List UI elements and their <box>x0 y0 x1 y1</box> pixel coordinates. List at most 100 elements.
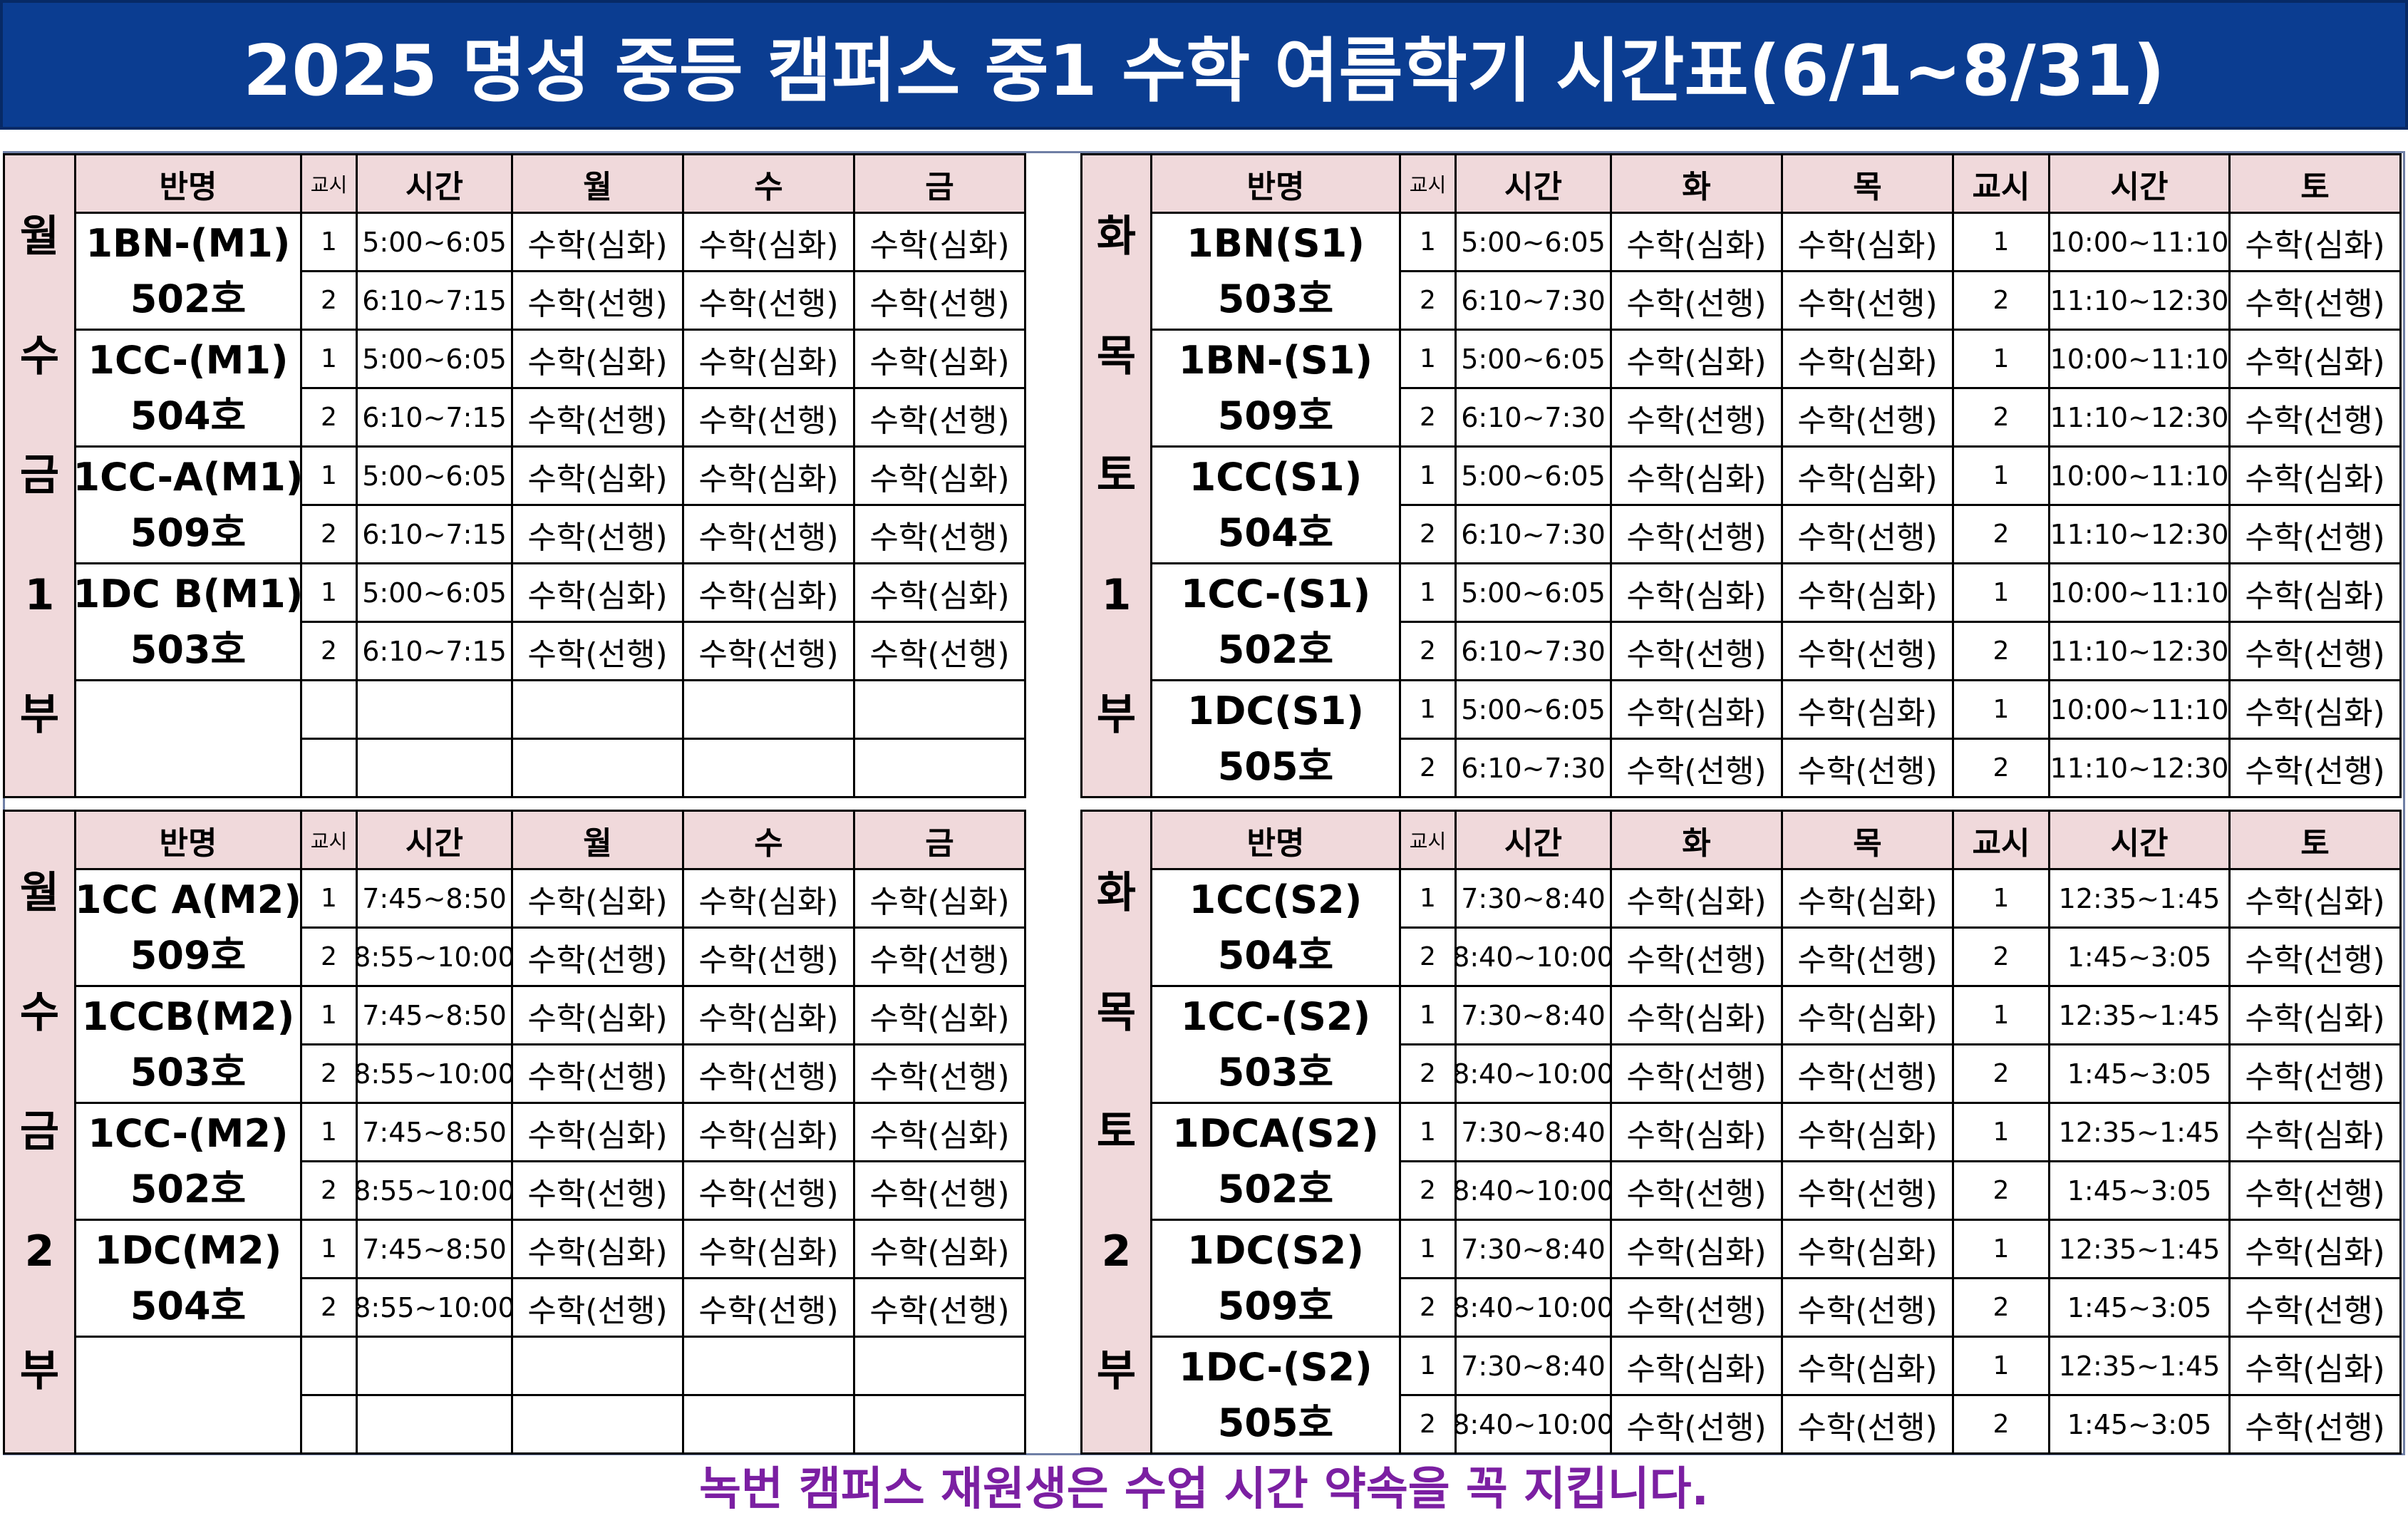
subject-cell: 수학(심화) <box>1783 1338 1954 1396</box>
subject-cell: 수학(선행) <box>513 1045 684 1104</box>
class-cell: 1DC(S1) 505호 <box>1152 681 1401 798</box>
period-number: 1 <box>302 564 358 623</box>
column-header: 금 <box>855 812 1026 870</box>
class-name: 1CC(S2) <box>1189 877 1363 922</box>
subject-cell: 수학(심화) <box>684 331 855 389</box>
column-header: 화 <box>1612 812 1783 870</box>
period-number: 2 <box>1401 506 1457 564</box>
class-room: 509호 <box>1217 393 1334 438</box>
subject-cell: 수학(선행) <box>1612 389 1783 448</box>
session-label-char: 2 <box>24 1227 55 1277</box>
class-cell: 1CC-A(M1) 509호 <box>76 448 302 564</box>
subject-cell: 수학(선행) <box>684 929 855 987</box>
time-slot: 10:00~11:10 <box>2050 214 2231 272</box>
session-label-char: 토 <box>1096 1107 1137 1157</box>
subject-cell: 수학(심화) <box>2231 1338 2402 1396</box>
time-slot: 8:55~10:00 <box>358 929 513 987</box>
time-slot: 6:10~7:15 <box>358 623 513 681</box>
subject-cell: 수학(심화) <box>1783 1104 1954 1162</box>
period-number: 1 <box>1954 448 2050 506</box>
subject-cell: 수학(선행) <box>2231 1396 2402 1455</box>
column-header: 시간 <box>1457 155 1612 214</box>
time-slot: 6:10~7:15 <box>358 389 513 448</box>
class-cell: 1CC-(S1) 502호 <box>1152 564 1401 681</box>
empty-class-cell <box>76 681 302 798</box>
empty-cell <box>855 1338 1026 1396</box>
column-header: 교시 <box>1954 812 2050 870</box>
class-room: 502호 <box>130 1166 247 1212</box>
class-room: 502호 <box>130 276 247 321</box>
time-slot: 6:10~7:30 <box>1457 623 1612 681</box>
subject-cell: 수학(심화) <box>513 987 684 1045</box>
empty-cell <box>855 681 1026 740</box>
subject-cell: 수학(선행) <box>855 1162 1026 1221</box>
time-slot: 5:00~6:05 <box>1457 214 1612 272</box>
column-header: 시간 <box>358 155 513 214</box>
column-header: 금 <box>855 155 1026 214</box>
timetable-panel: 화 목 토 2 부 반명 교시 시간 화 목 교시 시간 토 1CC(S2) 504호 1 7:30~8:40 수… <box>1080 810 2402 1455</box>
subject-cell: 수학(선행) <box>1783 506 1954 564</box>
column-header: 반명 <box>76 155 302 214</box>
period-number: 2 <box>302 506 358 564</box>
timetable-panel: 월 수 금 1 부 반명 교시 시간 월 수 금 1BN-(M1) 502호 1 5:00~6:05 수학(심… <box>3 153 1026 798</box>
empty-cell <box>513 740 684 798</box>
column-header: 월 <box>513 812 684 870</box>
subject-cell: 수학(심화) <box>684 1104 855 1162</box>
time-slot: 1:45~3:05 <box>2050 929 2231 987</box>
class-cell: 1CC-(S2) 503호 <box>1152 987 1401 1104</box>
class-cell: 1DCA(S2) 502호 <box>1152 1104 1401 1221</box>
period-number: 1 <box>302 1221 358 1279</box>
period-number: 2 <box>302 272 358 331</box>
period-number: 2 <box>1401 1162 1457 1221</box>
empty-cell <box>302 1396 358 1455</box>
session-label-char: 수 <box>19 987 60 1038</box>
class-name: 1DCA(S2) <box>1172 1110 1379 1156</box>
period-number: 2 <box>1401 272 1457 331</box>
period-number: 2 <box>1954 740 2050 798</box>
class-name: 1CC-A(M1) <box>76 454 302 500</box>
session-label-char: 금 <box>19 1107 60 1157</box>
time-slot: 5:00~6:05 <box>358 564 513 623</box>
subject-cell: 수학(선행) <box>684 1279 855 1338</box>
subject-cell: 수학(심화) <box>513 1221 684 1279</box>
column-header: 반명 <box>76 812 302 870</box>
subject-cell: 수학(선행) <box>1612 1396 1783 1455</box>
subject-cell: 수학(선행) <box>1783 1162 1954 1221</box>
column-header: 교시 <box>1401 155 1457 214</box>
period-number: 2 <box>1401 623 1457 681</box>
column-header: 수 <box>684 812 855 870</box>
time-slot: 10:00~11:10 <box>2050 681 2231 740</box>
time-slot: 8:55~10:00 <box>358 1045 513 1104</box>
subject-cell: 수학(심화) <box>1612 564 1783 623</box>
time-slot: 11:10~12:30 <box>2050 272 2231 331</box>
subject-cell: 수학(선행) <box>1783 1396 1954 1455</box>
subject-cell: 수학(선행) <box>513 506 684 564</box>
session-label-char: 수 <box>19 331 60 381</box>
time-slot: 12:35~1:45 <box>2050 1221 2231 1279</box>
subject-cell: 수학(심화) <box>1612 1338 1783 1396</box>
subject-cell: 수학(심화) <box>684 987 855 1045</box>
subject-cell: 수학(심화) <box>1612 448 1783 506</box>
period-number: 1 <box>302 870 358 929</box>
subject-cell: 수학(심화) <box>513 331 684 389</box>
subject-cell: 수학(심화) <box>1783 564 1954 623</box>
subject-cell: 수학(선행) <box>1612 740 1783 798</box>
subject-cell: 수학(선행) <box>1783 929 1954 987</box>
period-number: 1 <box>302 331 358 389</box>
class-room: 509호 <box>1217 1283 1334 1328</box>
class-room: 502호 <box>1217 626 1334 672</box>
subject-cell: 수학(선행) <box>1783 623 1954 681</box>
session-label-char: 2 <box>1101 1227 1132 1277</box>
empty-cell <box>302 740 358 798</box>
class-name: 1CC-(M1) <box>88 337 289 383</box>
time-slot: 7:45~8:50 <box>358 1221 513 1279</box>
period-number: 1 <box>1401 564 1457 623</box>
subject-cell: 수학(선행) <box>1612 1162 1783 1221</box>
column-header: 교시 <box>302 812 358 870</box>
time-slot: 12:35~1:45 <box>2050 987 2231 1045</box>
subject-cell: 수학(심화) <box>855 214 1026 272</box>
class-name: 1CC-(M2) <box>88 1110 289 1156</box>
subject-cell: 수학(심화) <box>684 870 855 929</box>
time-slot: 11:10~12:30 <box>2050 506 2231 564</box>
